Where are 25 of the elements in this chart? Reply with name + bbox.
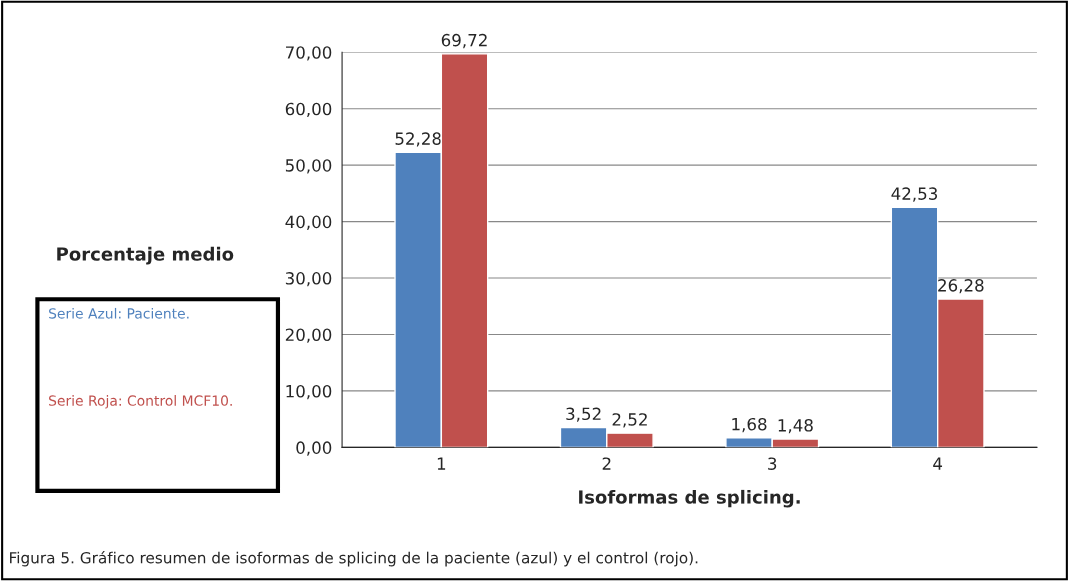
data-label: 2,52 [612, 413, 647, 428]
y-axis-title: Porcentaje medio [57, 246, 234, 265]
x-axis-title: Isoformas de splicing. [579, 489, 800, 508]
data-label: 1,68 [732, 417, 767, 433]
y-tick-label: 40,00 [285, 215, 332, 230]
x-tick-label: 4 [933, 457, 943, 470]
y-tick-label: 10,00 [286, 384, 332, 400]
y-tick-label: 30,00 [285, 272, 332, 287]
data-label: 42,53 [891, 187, 938, 202]
text: Serie Roja: Control MCF10. [49, 395, 232, 409]
x-tick-label: 1 [437, 457, 446, 470]
x-tick-label: 3 [768, 457, 777, 470]
data-label: 69,72 [441, 33, 487, 49]
y-tick-label: 70,00 [286, 46, 332, 61]
y-tick-label: 60,00 [285, 102, 332, 117]
text: Figura 5. Gráfico resumen de isoformas de splicing de la paciente (azul) y el control (rojo). [10, 551, 698, 567]
data-label: 52,28 [395, 132, 441, 147]
data-label: 1,48 [778, 419, 813, 434]
y-tick-label: 50,00 [285, 159, 332, 174]
text: Serie Azul: Paciente. [49, 307, 189, 319]
data-label: 26,28 [938, 279, 984, 294]
data-label: 3,52 [566, 407, 601, 422]
y-tick-label: 0,00 [296, 441, 332, 456]
x-tick-label: 2 [602, 457, 611, 470]
y-tick-label: 20,00 [285, 328, 332, 343]
